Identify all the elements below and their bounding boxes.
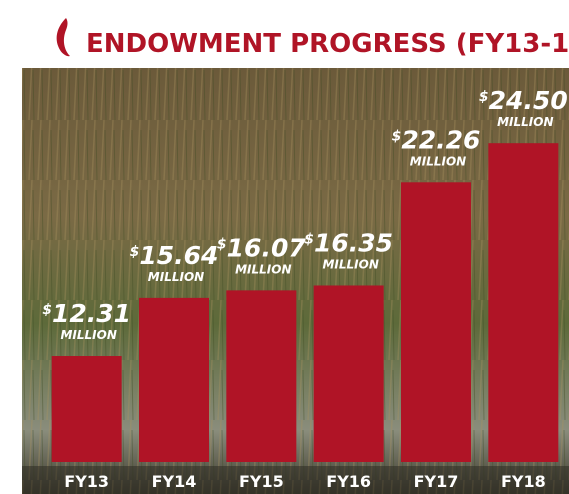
label-band bbox=[22, 466, 569, 494]
bar bbox=[401, 182, 471, 462]
value-unit-label: MILLION bbox=[235, 262, 291, 276]
x-tick-label: FY15 bbox=[239, 472, 284, 491]
value-label: $24.50 bbox=[479, 86, 568, 115]
value-unit-label: MILLION bbox=[322, 257, 378, 271]
value-label: $15.64 bbox=[130, 241, 219, 270]
value-unit-label: MILLION bbox=[410, 154, 466, 168]
chart-title: ENDOWMENT PROGRESS (FY13-18) bbox=[86, 29, 569, 59]
value-unit-label: MILLION bbox=[148, 270, 204, 284]
flame-icon bbox=[56, 18, 70, 57]
x-tick-label: FY13 bbox=[64, 472, 109, 491]
value-unit-label: MILLION bbox=[497, 115, 553, 129]
value-label: $16.35 bbox=[304, 228, 393, 257]
x-tick-label: FY14 bbox=[152, 472, 197, 491]
bar bbox=[488, 143, 559, 462]
bar bbox=[51, 356, 122, 462]
bar bbox=[313, 285, 384, 462]
value-label: $22.26 bbox=[392, 125, 481, 154]
x-tick-label: FY18 bbox=[501, 472, 546, 491]
value-label: $12.31 bbox=[42, 299, 131, 328]
value-unit-label: MILLION bbox=[60, 328, 116, 342]
x-tick-label: FY17 bbox=[414, 472, 459, 491]
x-tick-label: FY16 bbox=[326, 472, 371, 491]
value-label: $16.07 bbox=[217, 233, 306, 262]
bar bbox=[139, 297, 209, 462]
bar bbox=[226, 290, 297, 462]
